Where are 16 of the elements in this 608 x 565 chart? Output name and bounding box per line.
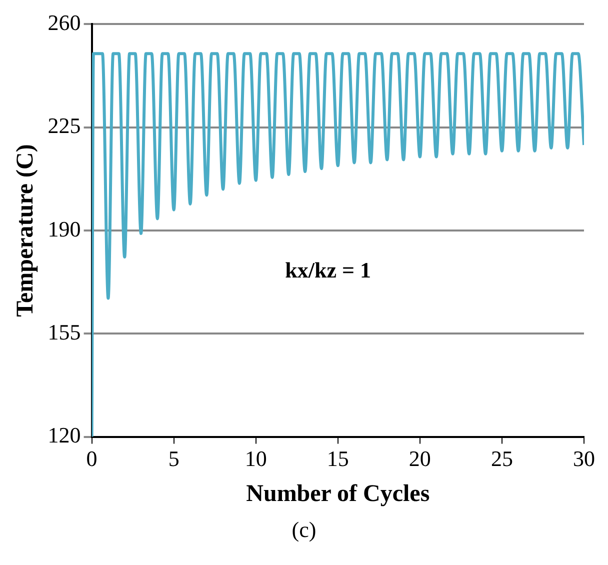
y-axis-title: Temperature (C)	[12, 144, 39, 317]
x-tick-label: 5	[168, 446, 180, 471]
x-tick-label: 15	[326, 446, 349, 471]
text: (c)	[290, 517, 318, 543]
y-tick-label: 155	[48, 319, 81, 344]
y-tick-label: 260	[48, 10, 81, 35]
x-axis-title: Number of Cycles	[246, 480, 430, 507]
y-tick-label: 190	[48, 216, 81, 242]
y-tick-label: 120	[48, 422, 81, 448]
x-tick-label: 20	[408, 446, 431, 471]
x-tick-label: 30	[573, 446, 595, 471]
x-tick-label: 10	[244, 446, 267, 471]
y-tick-label: 225	[48, 113, 81, 138]
annotation: kx/kz = 1	[285, 257, 371, 282]
x-tick-label: 25	[490, 446, 513, 471]
x-tick-label: 0	[86, 446, 98, 471]
